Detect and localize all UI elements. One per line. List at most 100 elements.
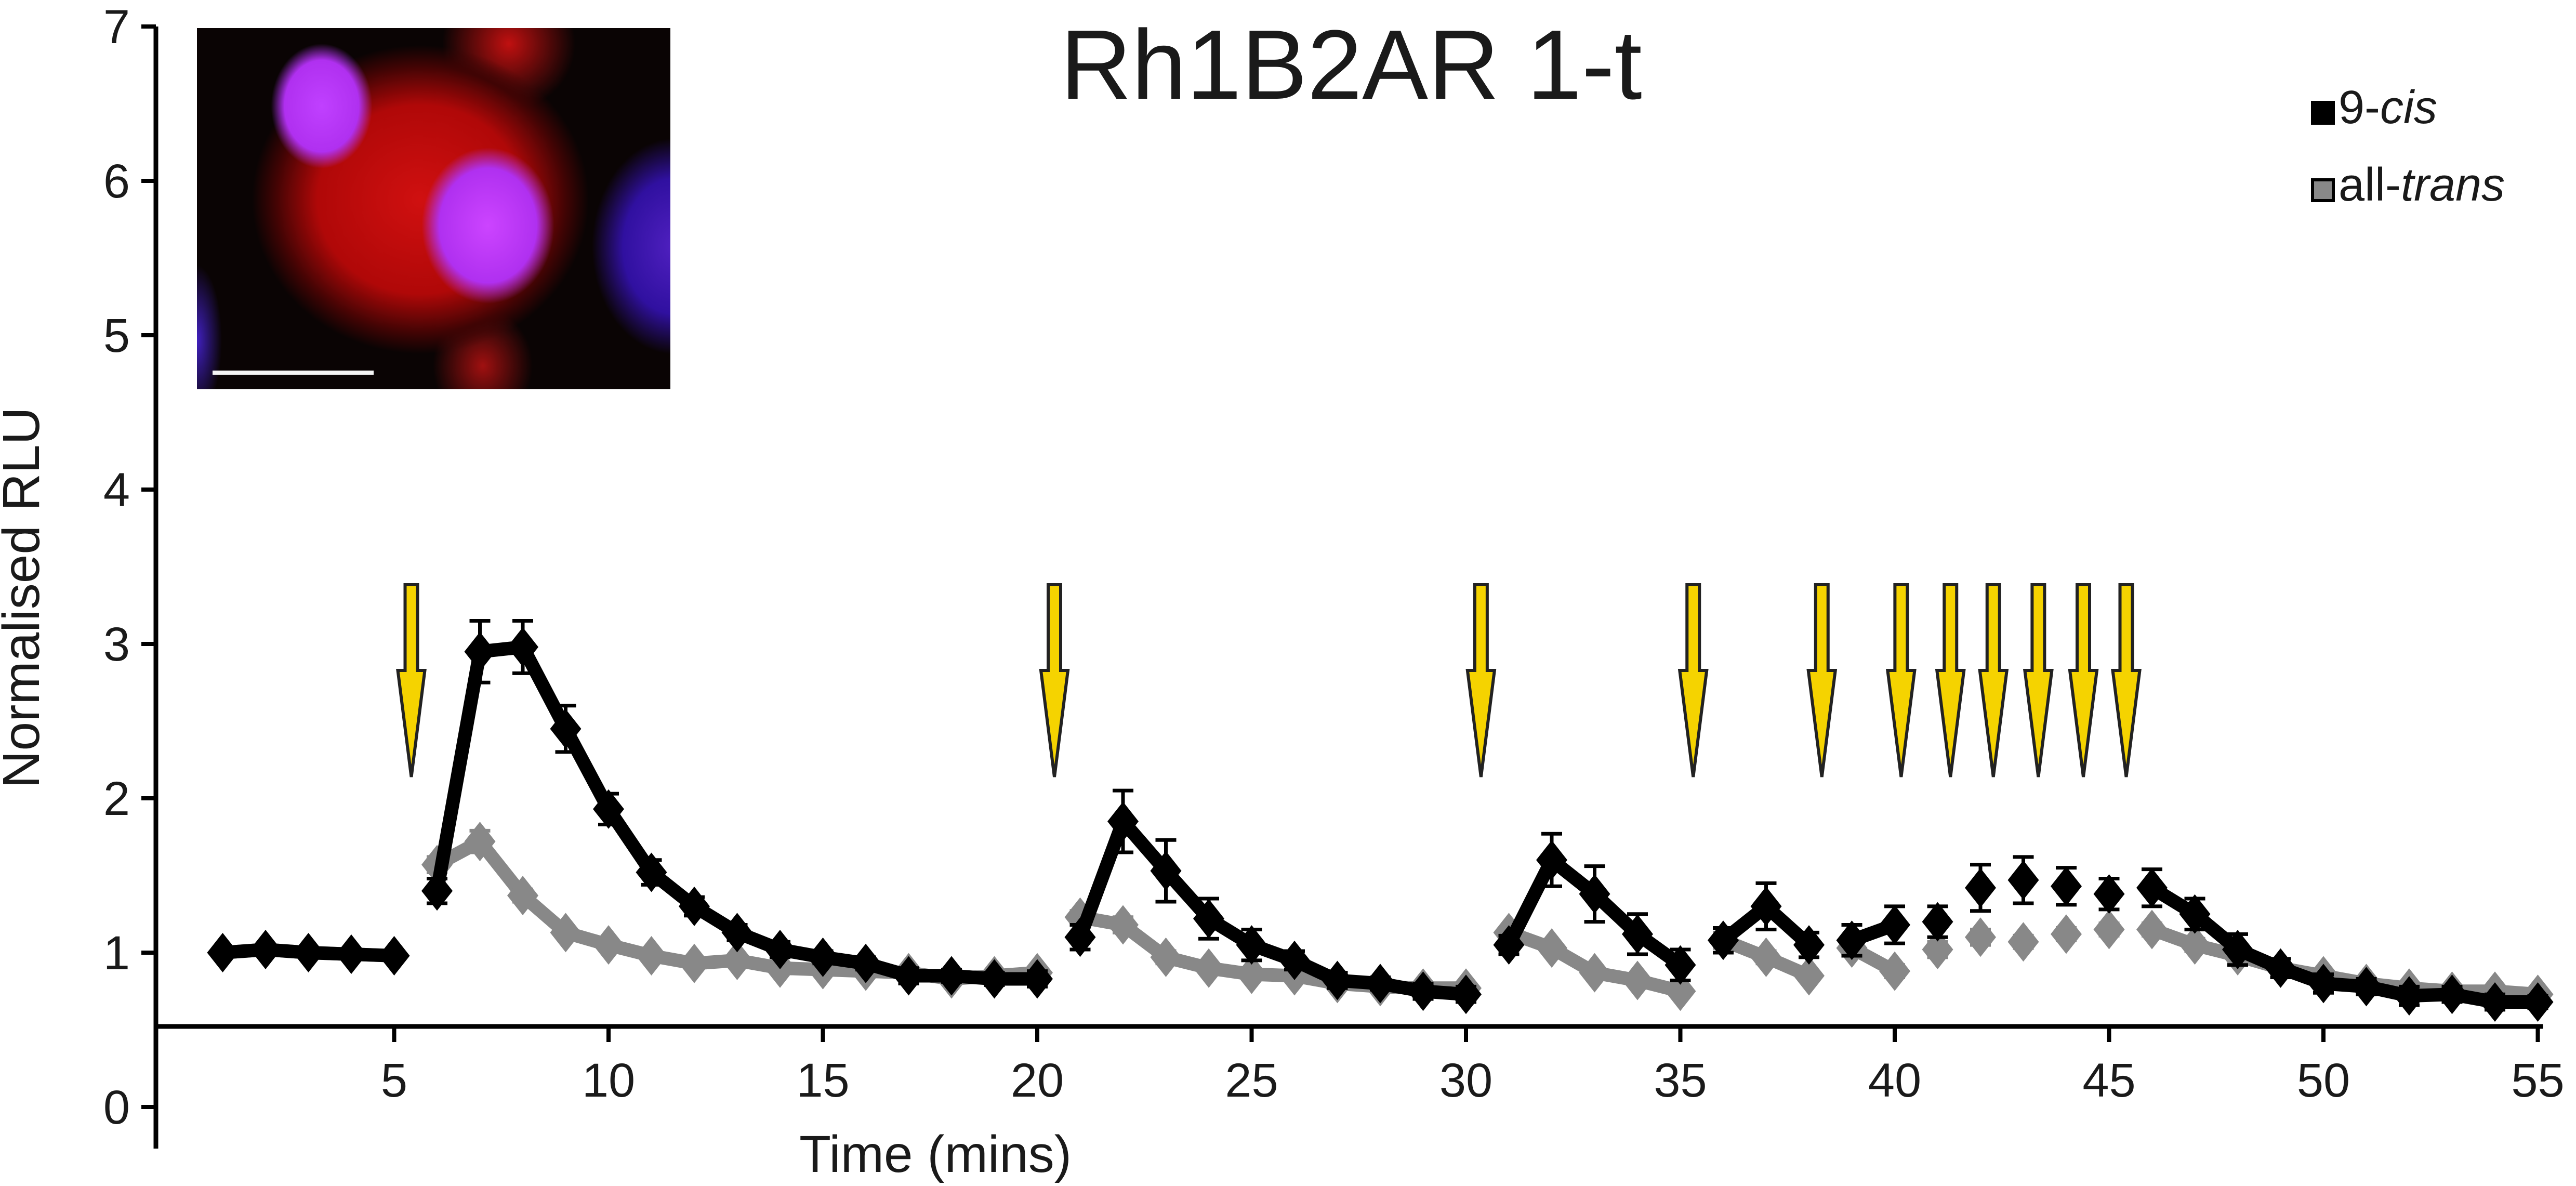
data-point [1622,914,1653,954]
data-point [1107,801,1139,841]
micrograph-inset [197,28,670,389]
data-point [2007,922,2039,962]
legend-item-all-trans: all-trans [2311,159,2505,211]
x-axis-label: Time (mins) [799,1125,1072,1183]
stimulus-arrow [1465,583,1497,778]
data-point [2522,982,2554,1022]
stimulus-arrow [1677,583,1709,778]
data-point [1750,937,1782,977]
x-tick-label: 25 [1225,1054,1278,1107]
legend-item-9-cis: 9-cis [2311,82,2437,134]
data-point [2394,976,2425,1016]
x-tick-label: 5 [381,1054,407,1107]
data-point [2350,967,2382,1007]
data-point [1279,940,1310,980]
data-point [464,631,496,671]
data-point [1150,851,1182,891]
data-point [2051,866,2082,906]
data-point [1965,917,1996,957]
chart-title: Rh1B2AR 1-t [1060,10,1642,120]
data-point [1493,925,1525,965]
data-point [2136,910,2168,950]
legend-swatch-9-cis [2311,101,2335,125]
stimulus-arrow [2068,583,2099,778]
data-point [1322,960,1353,1000]
data-point [2436,974,2468,1014]
data-point [679,943,710,983]
data-point [1407,971,1439,1011]
x-tick-label: 15 [796,1054,849,1107]
stimulus-arrow [1978,583,2009,778]
data-point [1107,905,1139,945]
data-point [507,627,538,667]
data-point [378,935,410,976]
data-point [1236,925,1267,965]
data-point [550,709,582,749]
data-point [1836,920,1868,960]
data-point [2051,914,2082,954]
x-tick-label: 50 [2297,1054,2350,1107]
stimulus-arrow [396,583,427,778]
y-tick-label: 1 [103,927,130,980]
data-point [1022,959,1053,999]
x-tick-label: 45 [2082,1054,2135,1107]
data-point [421,871,453,911]
data-point [850,943,881,983]
data-point [550,913,582,953]
data-point [2093,874,2125,914]
y-tick-label: 2 [103,772,130,825]
data-point [1450,974,1482,1014]
series-line [2148,882,2538,1009]
data-point [1150,937,1182,977]
data-point [1922,930,1953,970]
stimulus-arrow [1935,583,1966,778]
legend-swatch-all-trans [2311,178,2335,202]
data-point [1365,964,1396,1004]
data-point [293,933,324,972]
x-tick-label: 10 [582,1054,635,1107]
data-point [464,822,496,862]
legend-label-all-trans: all-trans [2339,159,2505,211]
data-point [1536,928,1567,968]
y-tick-label: 4 [103,464,130,517]
data-point [1879,951,1910,991]
data-point [1879,905,1910,945]
y-tick-label: 3 [103,618,130,671]
data-point [507,876,538,916]
x-tick-label: 20 [1011,1054,1064,1107]
data-point [1193,948,1224,988]
data-point [1793,925,1825,965]
data-point [979,959,1010,999]
x-tick-label: 40 [1868,1054,1921,1107]
stimulus-arrow [1806,583,1838,778]
data-point [1665,945,1696,985]
data-point [1193,899,1224,939]
data-point [1793,956,1825,996]
data-point [2308,964,2339,1004]
y-axis-label: Normalised RLU [0,407,50,788]
series-9-cis [207,618,2554,1022]
data-point [1965,868,1996,908]
data-point [1579,874,1610,914]
data-point [593,925,624,965]
data-point [807,937,839,977]
data-point [721,940,753,980]
series-line [1074,814,1467,1001]
data-point [250,930,281,970]
stimulus-arrow [2023,583,2054,778]
data-point [1922,902,1953,942]
legend-label-9-cis: 9-cis [2339,82,2437,134]
data-point [721,913,753,953]
data-point [2265,948,2296,988]
data-point [2179,925,2211,965]
y-tick-label: 0 [103,1081,130,1134]
scale-bar [213,371,374,375]
data-point [636,935,667,976]
data-point [1536,840,1567,880]
y-tick-label: 6 [103,155,130,208]
data-point [336,934,367,974]
data-point [1236,954,1267,994]
data-point [764,930,796,970]
